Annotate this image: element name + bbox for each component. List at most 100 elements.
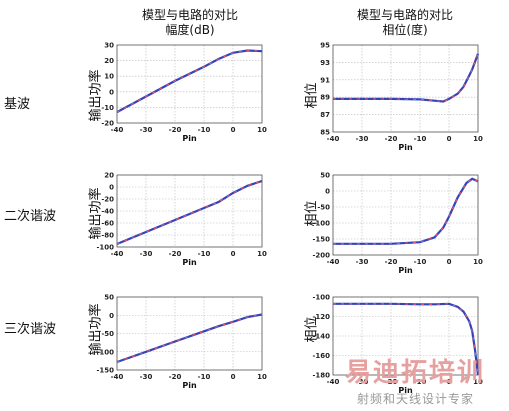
chart-h3-phase-frame: [332, 296, 479, 376]
chart-fund-phase-xtick-label-0: -40: [327, 135, 340, 143]
chart-h2-phase-xlabel: Pin: [398, 266, 413, 275]
right-header-line2: 相位(度): [382, 23, 428, 37]
chart-h2-phase-ytick-label-4: 0: [325, 188, 330, 196]
chart-fund-amp-series-model: [116, 49, 263, 113]
chart-fund-phase-xtick-label-2: -20: [385, 135, 398, 143]
chart-h2-amp-ytick-label-3: -40: [101, 208, 114, 216]
chart-h3-amp-xtick-label-1: -30: [140, 373, 153, 381]
chart-h3-amp-xtick-label-3: -10: [198, 373, 211, 381]
chart-h2-phase-ytick-label-3: -50: [317, 204, 330, 212]
chart-fund-phase-ytick-label-3: 91: [320, 76, 330, 84]
chart-h2-phase-xtick-label-0: -40: [327, 258, 340, 266]
chart-fund-amp-xtick-label-3: -10: [198, 126, 211, 134]
chart-h3-phase-ytick-label-4: -100: [312, 294, 330, 302]
chart-h3-amp-xtick-label-0: -40: [111, 373, 124, 381]
row-label-second-harmonic: 二次谐波: [4, 209, 57, 224]
chart-h3-phase-ytick-label-2: -140: [312, 333, 330, 341]
chart-fund-amp-ytick-label-2: 0: [109, 88, 114, 96]
chart-h3-amp-ytick-label-4: 50: [104, 294, 114, 302]
chart-h2-phase-frame: [332, 174, 479, 256]
chart-h3-amp-frame: [116, 296, 263, 371]
chart-fund-amp-ytick-label-3: 10: [104, 73, 114, 81]
chart-h3-amp-ytick-label-0: -150: [96, 367, 114, 375]
chart-h2-amp-ytick-label-4: -20: [101, 196, 114, 204]
chart-h3-phase-xtick-label-2: -20: [385, 378, 398, 386]
chart-h3-phase-xtick-label-1: -30: [356, 378, 369, 386]
chart-fund-phase-ytick-label-2: 89: [320, 94, 330, 102]
chart-h3-amp-ytick-label-2: -50: [101, 330, 114, 338]
chart-fund-phase-frame: [332, 44, 479, 133]
chart-h2-amp-ytick-label-5: 0: [109, 184, 114, 192]
chart-h2-amp-xtick-label-4: 0: [231, 250, 236, 258]
row-label-fundamental: 基波: [4, 97, 31, 112]
chart-fund-amp-xtick-label-4: 0: [231, 126, 236, 134]
chart-h2-phase-xtick-label-4: 0: [447, 258, 452, 266]
chart-fund-phase-xlabel: Pin: [398, 143, 413, 152]
left-header-line2: 幅度(dB): [165, 23, 215, 37]
chart-h2-phase-xtick-label-1: -30: [356, 258, 369, 266]
chart-h2-phase-xtick-label-3: -10: [414, 258, 427, 266]
chart-h3-phase-xtick-label-4: 0: [447, 378, 452, 386]
chart-fund-phase-ytick-label-1: 87: [320, 111, 330, 119]
chart-fund-amp-xtick-label-1: -30: [140, 126, 153, 134]
chart-h3-amp-xlabel: Pin: [182, 381, 197, 390]
right-column-header: 模型与电路的对比 相位(度): [325, 8, 485, 38]
chart-fund-amp-series-circuit: [116, 49, 263, 114]
chart-fund-amp-ytick-label-1: -10: [101, 104, 114, 112]
chart-h3-phase-xtick-label-3: -10: [414, 378, 427, 386]
chart-fund-phase-series-circuit: [333, 53, 480, 103]
chart-h2-amp-series-circuit: [116, 179, 263, 246]
chart-fund-phase-ytick-label-5: 95: [320, 42, 330, 50]
chart-h2-amp-xtick-label-3: -10: [198, 250, 211, 258]
chart-fund-phase-xtick-label-3: -10: [414, 135, 427, 143]
chart-h2-amp-xtick-label-2: -20: [169, 250, 182, 258]
chart-h2-phase-ytick-label-0: -200: [312, 252, 330, 260]
row-label-third-harmonic: 三次谐波: [4, 322, 57, 337]
chart-h3-phase-ytick-label-3: -120: [312, 313, 330, 321]
chart-fund-amp-xtick-label-0: -40: [111, 126, 124, 134]
chart-h2-phase-series-model: [333, 178, 479, 245]
chart-h3-phase-xtick-label-5: 10: [473, 378, 483, 386]
watermark-subtitle: 射频和天线设计专家: [357, 392, 475, 406]
chart-fund-amp-ytick-label-0: -20: [101, 120, 114, 128]
chart-fund-phase-ytick-label-0: 85: [320, 129, 330, 137]
chart-fund-phase-ytick-label-4: 93: [320, 59, 330, 67]
chart-fund-amp-xtick-label-2: -20: [169, 126, 182, 134]
chart-h3-phase-series-model: [333, 303, 479, 376]
chart-fund-amp-ytick-label-5: 30: [104, 42, 114, 50]
chart-h3-amp-ytick-label-1: -100: [96, 348, 114, 356]
chart-fund-amp-xlabel: Pin: [182, 134, 197, 143]
chart-h2-phase-ytick-label-2: -100: [312, 220, 330, 228]
chart-h3-phase-ytick-label-1: -160: [312, 352, 330, 360]
chart-h3-amp-xtick-label-2: -20: [169, 373, 182, 381]
chart-h2-phase-ytick-label-5: 50: [320, 172, 330, 180]
chart-fund-amp-ytick-label-4: 20: [104, 57, 114, 65]
chart-h3-phase-ytick-label-0: -180: [312, 372, 330, 380]
chart-fund-amp-xtick-label-5: 10: [257, 126, 267, 134]
left-column-header: 模型与电路的对比 幅度(dB): [110, 8, 270, 38]
chart-h2-amp-xtick-label-0: -40: [111, 250, 124, 258]
chart-h2-amp-xtick-label-5: 10: [257, 250, 267, 258]
chart-h2-phase-xtick-label-2: -20: [385, 258, 398, 266]
chart-h3-amp-xtick-label-5: 10: [257, 373, 267, 381]
chart-fund-amp-frame: [116, 44, 263, 124]
chart-h2-amp-ytick-label-0: -100: [96, 244, 114, 252]
chart-h3-phase-xlabel: Pin: [398, 386, 413, 395]
chart-h3-amp-xtick-label-4: 0: [231, 373, 236, 381]
chart-h2-amp-ytick-label-1: -80: [101, 232, 114, 240]
left-header-line1: 模型与电路的对比: [141, 8, 238, 22]
chart-h3-phase-xtick-label-0: -40: [327, 378, 340, 386]
chart-h2-phase-ytick-label-1: -150: [312, 236, 330, 244]
chart-h2-phase-series-circuit: [333, 177, 479, 245]
chart-fund-phase-xtick-label-5: 10: [473, 135, 483, 143]
chart-h2-amp-xtick-label-1: -30: [140, 250, 153, 258]
chart-h2-amp-ytick-label-2: -60: [101, 220, 114, 228]
right-header-line1: 模型与电路的对比: [356, 8, 453, 22]
chart-fund-phase-xtick-label-4: 0: [447, 135, 452, 143]
chart-fund-phase-xtick-label-1: -30: [356, 135, 369, 143]
watermark-title: 易迪拓培训: [345, 358, 486, 388]
chart-h2-amp-frame: [116, 174, 263, 248]
chart-h3-amp-ytick-label-3: 0: [109, 312, 114, 320]
chart-h3-amp-series-circuit: [116, 313, 263, 364]
